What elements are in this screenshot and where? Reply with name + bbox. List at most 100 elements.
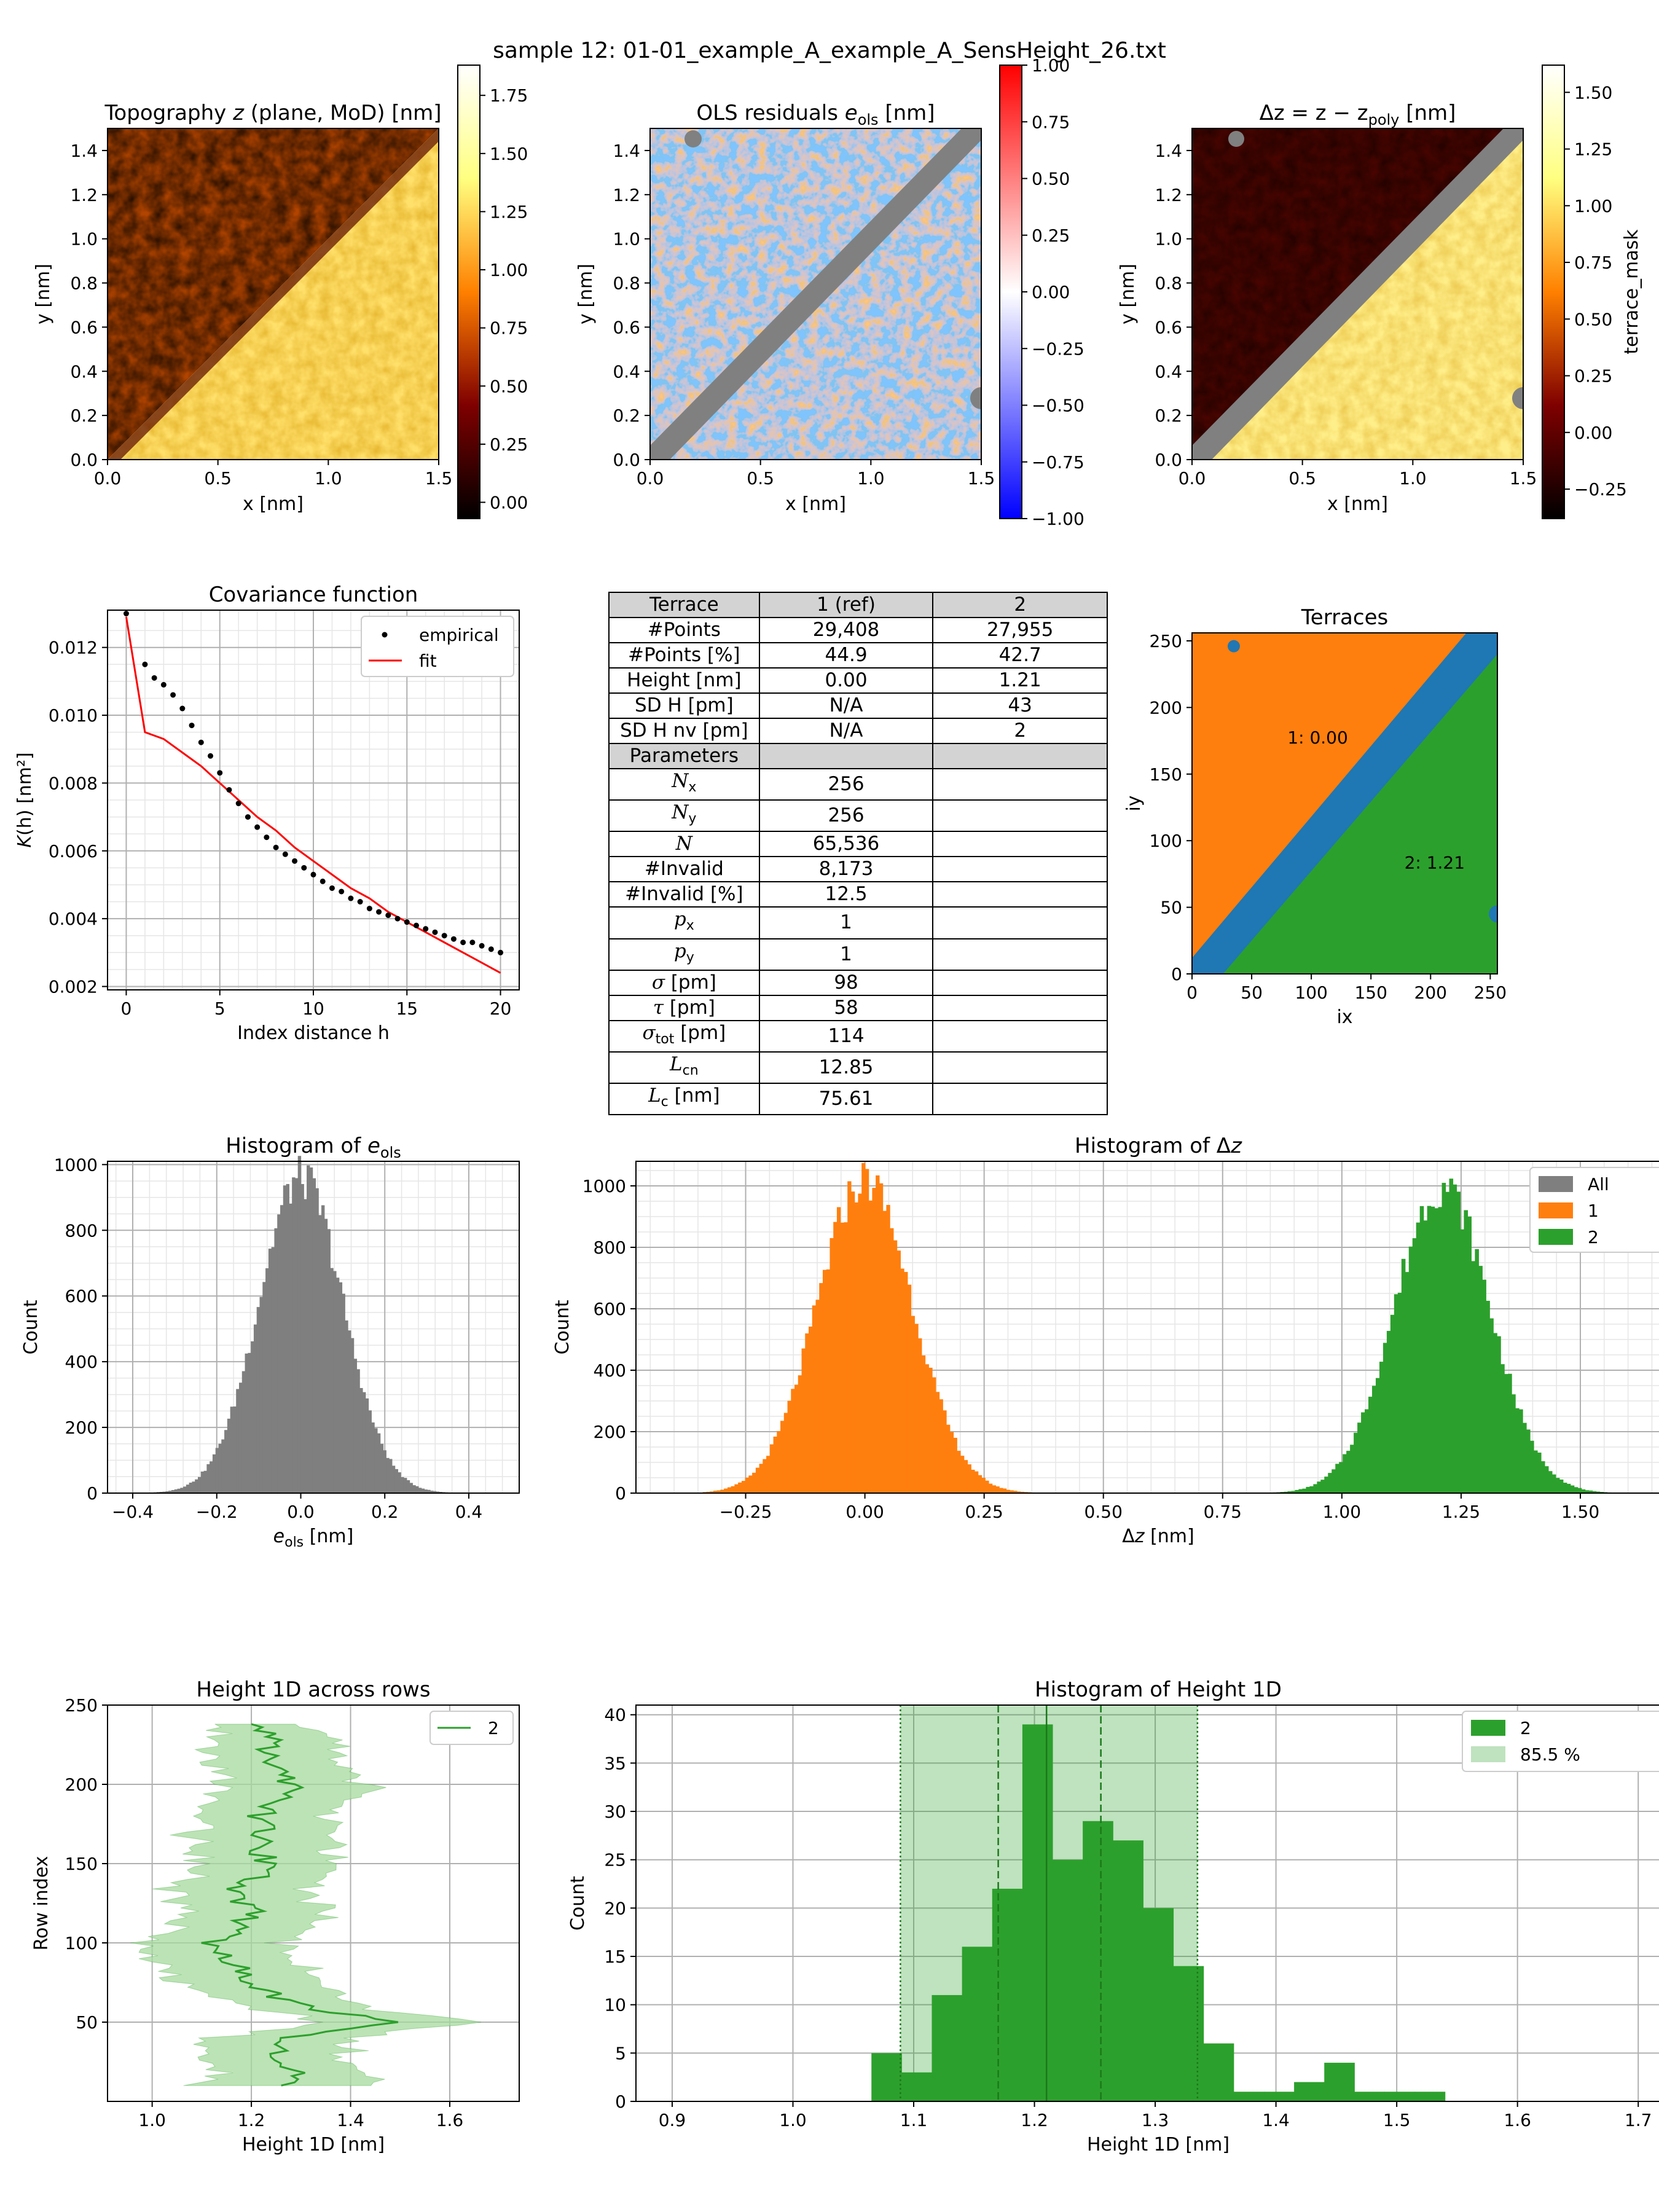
hist-bar (1592, 1491, 1597, 1493)
y-tick-label: 200 (65, 1418, 98, 1438)
hist-bar (1497, 1336, 1501, 1493)
hist-bar (274, 1228, 278, 1493)
x-tick-label: 1.2 (238, 2110, 265, 2130)
hist-bar (794, 1384, 799, 1493)
hist-bar (724, 1488, 728, 1493)
hist-bar (1460, 1229, 1465, 1493)
y-axis-label: y [nm] (33, 264, 54, 324)
topography-map (108, 128, 439, 460)
hist-bar (1379, 1362, 1384, 1493)
hist-bar (1394, 1294, 1398, 1493)
map-title: OLS residuals eols [nm] (696, 101, 935, 128)
y-axis-label: Count (567, 1876, 589, 1931)
hist-bar (741, 1481, 746, 1493)
empirical-point (469, 939, 476, 946)
hist-bar (380, 1443, 384, 1493)
hist-bar (960, 1456, 965, 1493)
table-cell: 256 (758, 799, 934, 833)
hist-bar (1456, 1191, 1461, 1493)
table-cell: SD H nv [pm] (608, 718, 760, 744)
x-tick-label: 100 (1295, 982, 1327, 1003)
hist-bar (280, 1205, 284, 1493)
hist-bar (283, 1185, 287, 1493)
table-row: px 1 (608, 906, 1108, 939)
hist-bar (427, 1489, 431, 1493)
hist-bar (412, 1485, 416, 1493)
hist-bar (1354, 2092, 1385, 2101)
table-cell: 1 (758, 906, 934, 939)
colorbar-tick-label: 1.25 (490, 202, 528, 222)
empirical-point (151, 675, 157, 681)
x-tick-label: 0.00 (845, 1502, 884, 1522)
table-row: Parameters (608, 743, 1108, 769)
param-label: #Invalid (644, 858, 724, 880)
hist-bar (236, 1389, 240, 1493)
y-tick-label: 0.2 (70, 406, 98, 426)
x-tick-label: 1.0 (857, 468, 885, 488)
axes-frame (635, 1704, 1659, 2102)
table-cell: 256 (758, 767, 934, 801)
hist-bar (999, 1488, 1003, 1493)
y-tick-label: 0.2 (613, 406, 640, 426)
param-label: σ [pm] (651, 971, 716, 994)
hist-bar (1143, 1908, 1174, 2101)
hist-bar (251, 1341, 254, 1493)
table-cell: 12.5 (758, 881, 934, 908)
hist-bar (368, 1410, 372, 1493)
x-tick-label: 1.0 (315, 468, 342, 488)
hist-bar (974, 1471, 979, 1493)
hist-bar (409, 1483, 413, 1493)
hist-bar (931, 1994, 963, 2101)
colorbar-tick-label: −0.25 (1032, 339, 1084, 359)
hist-bar (197, 1477, 202, 1493)
x-tick-label: 0 (1186, 982, 1198, 1003)
hist-bar (1478, 1266, 1483, 1493)
table-cell: N (608, 831, 760, 858)
hist-bar (759, 1464, 763, 1493)
table-cell: Ny (608, 799, 760, 833)
topography-panel: 0.0 0.5 1.0 1.5 0.0 0.2 0.4 0.6 0.8 1.0 1.2 1.4 x [n… (33, 55, 1642, 529)
hist-bar (218, 1443, 222, 1493)
hist-bar (879, 1183, 884, 1493)
hist-bar (1324, 2063, 1355, 2101)
empirical-point (217, 770, 223, 776)
hist-bar (1020, 1491, 1025, 1493)
hist-bar (1332, 1469, 1336, 1493)
hist-bar (1537, 1453, 1542, 1493)
hist-bar (812, 1305, 817, 1493)
table-cell: 43 (932, 692, 1108, 719)
hist-bar (248, 1352, 251, 1493)
y-tick-label: 1.2 (1155, 185, 1182, 205)
hist-bar (1405, 1272, 1410, 1493)
legend-label: 1 (1588, 1201, 1599, 1221)
hist-bar (318, 1215, 322, 1493)
colorbar-tick-label: 0.75 (490, 318, 528, 339)
table-cell (758, 743, 934, 769)
y-tick-label: 0 (1171, 964, 1182, 984)
y-tick-label: 1.0 (613, 229, 640, 249)
y-tick-label: 0.4 (70, 361, 98, 382)
x-tick-label: 0.0 (637, 468, 664, 488)
empirical-point (282, 851, 288, 857)
hist-bar (896, 1250, 901, 1493)
x-axis-label: x [nm] (785, 493, 846, 515)
table-cell: 12.85 (758, 1051, 934, 1084)
hist-bar (1530, 1440, 1534, 1493)
hist-bar (904, 1272, 908, 1493)
height1d-rows-panel: 1.0 1.2 1.4 1.6 50 100 150 200 250 Height 1D [nm]… (31, 1677, 520, 2155)
hist-bar (1504, 1374, 1508, 1493)
table-cell: 44.9 (758, 642, 934, 669)
hist-bar (836, 1207, 841, 1493)
table-cell: 1 (758, 938, 934, 971)
y-tick-label: 0.6 (1155, 317, 1182, 337)
legend-swatch (1471, 1746, 1505, 1762)
param-label: Nx (672, 770, 697, 796)
hist-bar (1467, 1216, 1472, 1493)
hist-bar (844, 1222, 848, 1493)
hist-bar (871, 2053, 902, 2101)
x-tick-label: 0.9 (659, 2110, 686, 2130)
hist-bar (901, 2072, 933, 2101)
hist-bar (1489, 1318, 1494, 1493)
y-tick-label: 150 (1150, 764, 1182, 785)
empirical-point (394, 916, 401, 922)
